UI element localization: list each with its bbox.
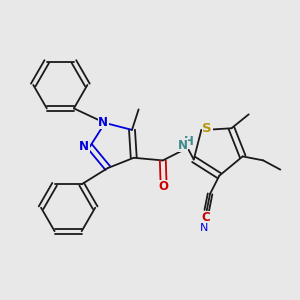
Text: N: N xyxy=(178,139,188,152)
Text: O: O xyxy=(158,180,169,193)
Text: S: S xyxy=(202,122,212,135)
Text: N: N xyxy=(79,140,89,153)
Text: N: N xyxy=(200,223,208,232)
Text: H: H xyxy=(184,135,194,148)
Text: C: C xyxy=(201,211,210,224)
Text: N: N xyxy=(98,116,108,129)
